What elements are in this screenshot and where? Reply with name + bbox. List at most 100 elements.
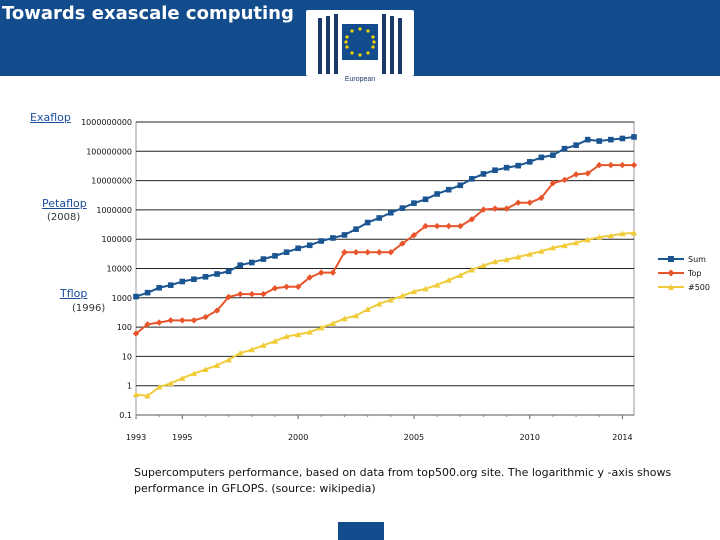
data-point	[422, 222, 429, 230]
chart-caption: Supercomputers performance, based on dat…	[134, 466, 672, 495]
data-point	[179, 375, 186, 381]
data-point	[318, 238, 325, 244]
data-point	[561, 145, 568, 152]
annotation-petaflop: Petaflop	[42, 197, 87, 210]
data-point	[538, 248, 545, 254]
data-point	[457, 222, 464, 230]
data-point	[503, 256, 510, 263]
data-point	[526, 199, 533, 206]
data-point	[630, 229, 638, 236]
data-point	[433, 222, 441, 230]
footer-bar	[338, 522, 384, 540]
data-point	[572, 239, 580, 246]
data-point	[584, 136, 591, 143]
data-point	[225, 268, 232, 275]
data-point	[271, 338, 279, 344]
data-point	[503, 205, 510, 212]
data-point	[573, 142, 579, 148]
data-point	[364, 219, 371, 226]
data-point	[202, 366, 209, 373]
legend-label: Top	[687, 269, 702, 278]
data-point	[249, 259, 255, 266]
data-point	[619, 135, 626, 142]
data-point	[214, 271, 220, 277]
data-point	[584, 170, 591, 177]
data-point	[341, 232, 348, 238]
data-point	[295, 245, 301, 252]
data-point	[225, 356, 232, 363]
data-point	[144, 321, 151, 328]
data-point	[353, 226, 359, 232]
data-point	[538, 154, 545, 161]
data-point	[480, 171, 487, 177]
data-point	[630, 161, 638, 169]
legend-marker	[667, 269, 675, 277]
data-point	[364, 249, 371, 256]
data-point	[179, 317, 186, 324]
data-point	[144, 392, 151, 399]
data-point	[445, 186, 452, 193]
data-point	[619, 161, 626, 169]
data-point	[468, 216, 476, 223]
data-point	[248, 290, 256, 298]
x-tick-label: 2010	[520, 433, 540, 442]
data-point	[561, 176, 568, 184]
data-point	[294, 331, 302, 338]
data-point	[399, 240, 406, 247]
data-point	[619, 230, 626, 237]
data-point	[596, 234, 603, 240]
annotation-tflop: Tflop	[60, 287, 88, 300]
annotation-tflop-year: (1996)	[72, 303, 106, 314]
data-point	[457, 182, 464, 189]
data-point	[364, 306, 371, 312]
data-point	[132, 330, 140, 337]
data-point	[144, 289, 151, 296]
y-tick-label: 10	[122, 352, 132, 361]
series-line-top	[135, 164, 634, 335]
data-point	[225, 293, 232, 301]
data-point	[526, 159, 533, 165]
data-point	[306, 274, 313, 281]
data-point	[410, 232, 418, 239]
legend-label: Sum	[688, 255, 706, 264]
data-point	[318, 324, 325, 331]
y-tick-label: 1000	[112, 294, 132, 303]
data-point	[260, 290, 267, 298]
data-point	[480, 206, 487, 213]
data-point	[133, 293, 139, 300]
data-point	[191, 276, 197, 283]
data-point	[237, 350, 244, 356]
data-point	[167, 380, 174, 386]
data-point	[445, 222, 452, 230]
data-point	[283, 283, 290, 290]
data-point	[237, 262, 244, 268]
y-tick-label: 100000	[101, 235, 132, 244]
data-point	[155, 319, 163, 326]
y-tick-label: 1000000000	[81, 118, 132, 127]
data-point	[491, 205, 499, 212]
data-point	[248, 346, 256, 353]
header-bar: Towards exascale computing European	[0, 0, 720, 83]
data-point	[376, 249, 383, 256]
data-point	[387, 296, 394, 303]
data-point	[376, 300, 383, 307]
data-point	[330, 235, 336, 241]
logo-caption: European	[344, 76, 376, 83]
data-point	[514, 199, 522, 206]
data-point	[492, 167, 498, 174]
data-point	[549, 179, 557, 187]
data-point	[190, 370, 198, 377]
data-point	[202, 274, 209, 280]
data-point	[283, 249, 290, 256]
x-tick-label: 2005	[404, 433, 424, 442]
annotation-petaflop-year: (2008)	[47, 212, 81, 223]
data-point	[260, 256, 267, 262]
data-point	[607, 161, 615, 169]
data-point	[584, 236, 591, 243]
data-point	[329, 269, 337, 276]
data-point	[318, 269, 325, 276]
data-point	[260, 342, 267, 348]
data-point	[549, 244, 557, 251]
data-point	[445, 277, 452, 283]
data-point	[608, 136, 614, 143]
